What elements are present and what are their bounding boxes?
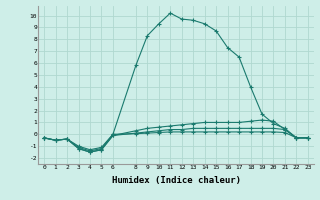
X-axis label: Humidex (Indice chaleur): Humidex (Indice chaleur)	[111, 176, 241, 185]
